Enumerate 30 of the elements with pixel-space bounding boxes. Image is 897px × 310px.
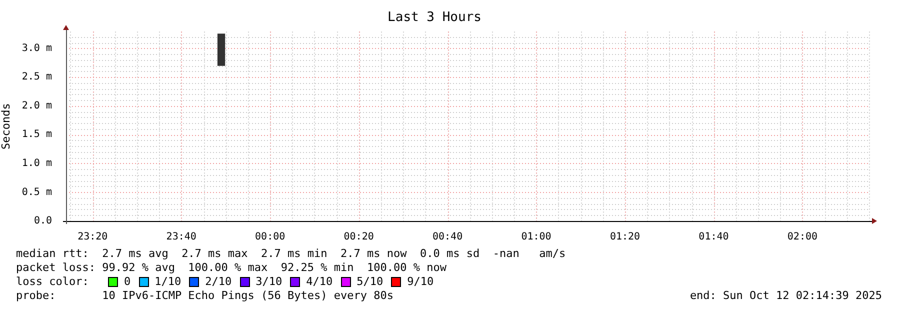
text: probe: 10 IPv6-ICMP Echo Pings (56 Bytes) every 80s: [16, 289, 394, 303]
text: 0: [124, 275, 131, 289]
text: 1/10: [154, 275, 182, 289]
y-tick-label: 0.0: [34, 216, 52, 227]
y-tick-label: 2.5 m: [22, 72, 52, 83]
text: packet loss: 99.92 % avg 100.00 % max 92.25 % min 100.00 % now: [16, 261, 446, 275]
y-tick-label: 3.0 m: [22, 42, 52, 54]
x-tick-label: 01:00: [521, 232, 552, 243]
text: 9/10: [407, 275, 434, 289]
text: median rtt: 2.7 ms avg 2.7 ms max 2.7 ms min 2.7 ms now 0.0 ms sd -nan am/s: [16, 247, 566, 261]
text: 2/10: [205, 275, 232, 289]
y-tick-label: 0.5 m: [22, 186, 52, 198]
text: 3/10: [256, 275, 282, 289]
x-tick-label: 00:40: [432, 232, 463, 243]
y-tick-label: 1.5 m: [22, 129, 52, 140]
x-tick-label: 01:20: [610, 232, 640, 243]
chart-title: Last 3 Hours: [388, 10, 482, 26]
x-tick-label: 23:20: [78, 232, 108, 243]
x-tick-label: 00:00: [255, 232, 286, 243]
text: 4/10: [306, 275, 333, 289]
y-axis-title: Seconds: [0, 103, 12, 150]
y-tick-label: 1.0 m: [22, 158, 52, 170]
text: end: Sun Oct 12 02:14:39 2025: [690, 289, 882, 303]
x-tick-label: 01:40: [698, 232, 729, 243]
x-tick-label: 23:40: [166, 232, 196, 243]
y-tick-label: 2.0 m: [22, 100, 52, 112]
x-tick-label: 02:00: [787, 232, 818, 243]
x-tick-label: 00:20: [344, 232, 374, 243]
text: 5/10: [356, 275, 384, 289]
text: loss color:: [16, 275, 90, 289]
